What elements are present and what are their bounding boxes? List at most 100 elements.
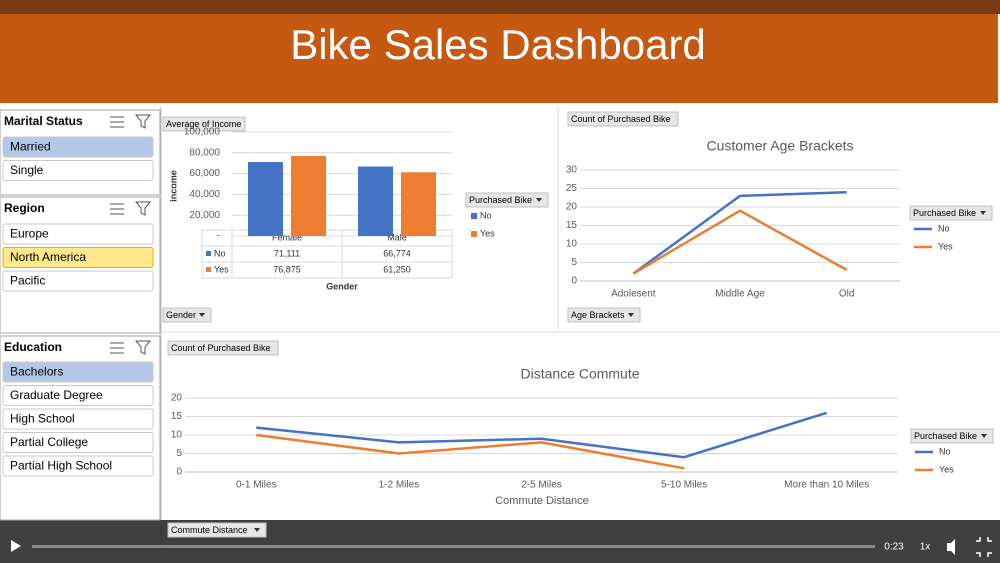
field-button-label: Count of Purchased Bike (171, 343, 271, 353)
x-tick-label: 1-2 Miles (379, 480, 420, 491)
field-button-label: Purchased Bike (913, 208, 976, 218)
slicer-title: Education (4, 340, 62, 354)
x-tick-label: 2-5 Miles (521, 480, 562, 491)
y-tick-label: 0 (571, 276, 577, 287)
slicer-item[interactable] (2, 136, 154, 158)
x-tick-label: Male (387, 232, 407, 242)
y-tick-label: 15 (171, 411, 183, 422)
legend-label: Yes (939, 464, 954, 474)
volume[interactable] (947, 539, 955, 555)
slicer-item-label: Married (10, 140, 51, 154)
line-series (256, 411, 828, 459)
y-tick-label: - (217, 231, 220, 242)
dropdown-arrow[interactable] (628, 313, 634, 317)
multi-select-icon[interactable] (110, 342, 124, 354)
y-tick-label: 25 (566, 183, 578, 194)
y-tick-label: 5 (571, 257, 577, 268)
clear-filter-icon[interactable] (134, 340, 152, 355)
legend-label: No (939, 446, 951, 456)
y-tick-label: 15 (566, 220, 578, 231)
dropdown-arrow[interactable] (536, 198, 542, 202)
table-series: Yes (214, 264, 229, 274)
multi-select-icon[interactable] (110, 203, 124, 215)
line-series (256, 433, 685, 470)
time: 0:23 (884, 542, 904, 553)
y-tick-label: 10 (171, 430, 183, 441)
play-button[interactable] (11, 540, 21, 552)
slicer-item[interactable] (2, 160, 154, 181)
legend-label: No (938, 223, 950, 233)
slicer-item[interactable] (2, 361, 154, 383)
field-button[interactable] (162, 116, 246, 132)
clear-filter-icon[interactable] (134, 201, 152, 216)
x-tick-label: Middle Age (715, 289, 765, 300)
y-tick-label: 30 (566, 165, 578, 176)
x-tick-label: 0-1 Miles (236, 480, 277, 491)
y-tick-label: 10 (566, 239, 578, 250)
bar (248, 162, 283, 236)
y-tick-label: 60,000 (189, 168, 220, 179)
slicer-item[interactable] (2, 408, 154, 430)
field-button-label: Purchased Bike (469, 195, 532, 205)
bar (401, 172, 436, 236)
player-bar (0, 520, 1000, 563)
dropdown-arrow[interactable] (980, 211, 986, 215)
slicer-item[interactable] (2, 455, 154, 477)
table-swatch (206, 251, 211, 256)
y-tick-label: 20 (566, 202, 578, 213)
slicer-item[interactable] (2, 432, 154, 453)
slicer-item-label: North America (10, 250, 86, 264)
chart-title: Customer Age Brackets (706, 138, 853, 154)
table-value: 61,250 (383, 264, 411, 274)
legend-label: Yes (480, 228, 495, 238)
field-button-label: Gender (166, 310, 196, 320)
field-button[interactable] (167, 340, 279, 356)
field-button[interactable] (567, 307, 641, 323)
x-tick-label: Female (272, 232, 302, 242)
table-series: No (214, 248, 226, 258)
dropdown-arrow[interactable] (254, 528, 260, 532)
header-band (0, 14, 998, 103)
y-tick-label: 40,000 (189, 189, 220, 200)
line-series (632, 209, 848, 275)
fullscreen[interactable] (976, 537, 992, 557)
x-tick-label: More than 10 Miles (784, 480, 869, 491)
legend-swatch (471, 231, 477, 237)
field-button[interactable] (167, 522, 267, 538)
slicer-item-label: Single (10, 163, 44, 177)
slicer-item-label: Europe (10, 227, 49, 241)
slicer-item[interactable] (2, 223, 154, 245)
clear-filter-icon[interactable] (134, 114, 152, 129)
x-tick-label: Adolesent (611, 289, 656, 300)
y-axis-title: income (168, 170, 178, 202)
field-button[interactable] (162, 307, 212, 323)
speed[interactable]: 1x (920, 542, 931, 553)
progress-track[interactable] (32, 545, 875, 548)
field-button[interactable] (910, 428, 994, 444)
top-strip (0, 0, 1000, 14)
slicer-item-label: Partial High School (10, 459, 112, 473)
multi-select-icon[interactable] (110, 116, 124, 128)
field-button[interactable] (465, 192, 549, 208)
field-button-label: Average of Income (166, 119, 241, 129)
slicer-item[interactable] (2, 385, 154, 406)
slicer-item[interactable] (2, 247, 154, 268)
table-value: 66,774 (383, 248, 411, 258)
y-tick-label: 0 (176, 467, 182, 478)
y-tick-label: 80,000 (189, 147, 220, 158)
slicer-item-label: Graduate Degree (10, 388, 103, 402)
field-button[interactable] (909, 205, 993, 221)
field-button[interactable] (567, 111, 679, 127)
slicer-item-label: Pacific (10, 274, 45, 288)
dropdown-arrow[interactable] (199, 313, 205, 317)
slicer-title: Marital Status (4, 114, 83, 128)
slicer-item[interactable] (2, 270, 154, 292)
bar (291, 156, 326, 236)
field-button-label: Commute Distance (171, 525, 248, 535)
field-button-label: Count of Purchased Bike (571, 114, 671, 124)
dropdown-arrow[interactable] (981, 434, 987, 438)
slicer-item-label: Bachelors (10, 365, 63, 379)
x-tick-label: 5-10 Miles (661, 480, 707, 491)
bar (358, 166, 393, 236)
